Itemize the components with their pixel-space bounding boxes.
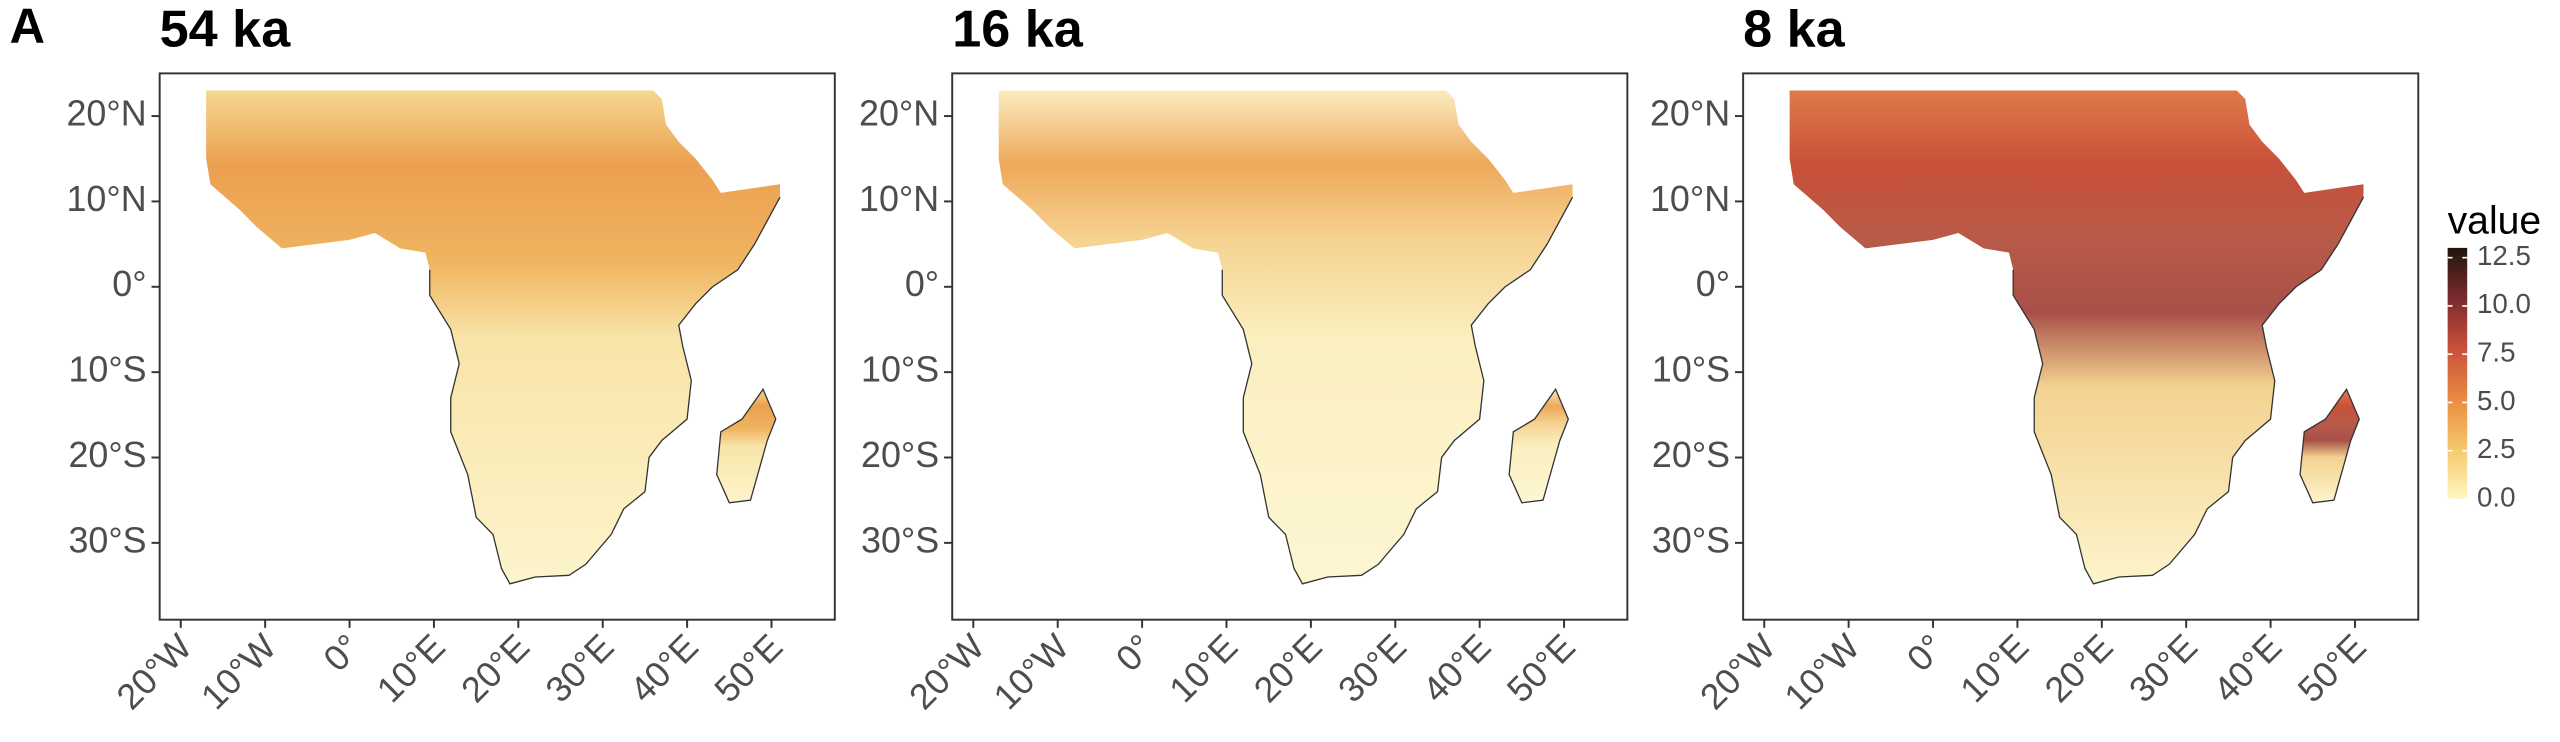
y-tick-label: 20°S (68, 435, 146, 475)
y-tick-label: 20°N (66, 94, 146, 134)
panel-title: 8 ka (1743, 0, 1846, 58)
region-outline (1221, 196, 1574, 585)
y-tick-label: 20°S (1652, 435, 1730, 475)
y-tick-label: 0° (1696, 264, 1730, 304)
y-tick-label: 20°S (861, 435, 939, 475)
x-tick-label: 20°W (902, 626, 993, 717)
x-tick-label: 40°E (622, 627, 706, 711)
x-tick-label: 20°E (1246, 627, 1330, 711)
x-tick-label: 40°E (2206, 627, 2290, 711)
colorbar (2447, 247, 2468, 500)
x-tick-label: 0° (1108, 627, 1161, 680)
africa-map (1789, 90, 2364, 584)
madagascar (2299, 387, 2360, 504)
panel-frame (158, 72, 836, 621)
africa-map (206, 90, 781, 584)
legend-tick-label: 12.5 (2477, 240, 2531, 271)
legend-tick-label: 0.0 (2477, 481, 2516, 512)
region-outline (429, 196, 781, 585)
y-tick-label: 30°S (1652, 520, 1730, 560)
x-tick-label: 50°E (707, 627, 791, 711)
legend-title: value (2448, 200, 2542, 243)
x-tick-label: 10°W (1777, 626, 1868, 717)
x-tick-label: 30°E (2122, 627, 2206, 711)
y-tick-label: 30°S (861, 520, 939, 560)
x-tick-label: 30°E (538, 627, 622, 711)
y-tick-label: 10°N (1650, 179, 1730, 219)
y-tick-label: 0° (905, 264, 939, 304)
legend-tick-label: 2.5 (2477, 433, 2516, 464)
panel-title: 54 ka (160, 0, 292, 58)
panel-frame (951, 72, 1629, 621)
y-tick-label: 30°S (68, 520, 146, 560)
madagascar (1508, 387, 1570, 504)
region-outline (2012, 196, 2365, 585)
y-tick-label: 10°N (859, 179, 939, 219)
x-tick-label: 10°E (1953, 627, 2037, 711)
y-tick-label: 10°S (68, 350, 146, 390)
x-tick-label: 20°E (454, 627, 538, 711)
y-tick-label: 10°S (861, 350, 939, 390)
x-tick-label: 10°W (986, 626, 1077, 717)
y-tick-label: 20°N (859, 94, 939, 134)
x-tick-label: 0° (316, 627, 369, 680)
panel-frame (1742, 72, 2420, 621)
x-tick-label: 10°E (1162, 627, 1246, 711)
x-tick-label: 30°E (1331, 627, 1415, 711)
x-tick-label: 20°E (2037, 627, 2121, 711)
y-tick-label: 10°S (1652, 350, 1730, 390)
x-tick-label: 20°W (109, 626, 200, 717)
africa-map (998, 90, 1573, 584)
y-tick-label: 0° (112, 264, 146, 304)
panel-title: 16 ka (952, 0, 1084, 58)
x-tick-label: 10°W (193, 626, 284, 717)
legend-tick-label: 10.0 (2477, 288, 2531, 319)
legend-tick-label: 5.0 (2477, 385, 2516, 416)
x-tick-label: 20°W (1693, 626, 1784, 717)
y-tick-label: 10°N (66, 179, 146, 219)
madagascar (716, 387, 777, 504)
figure-label: A (10, 0, 45, 53)
x-tick-label: 0° (1899, 627, 1952, 680)
legend-tick-label: 7.5 (2477, 337, 2516, 368)
x-tick-label: 50°E (2290, 627, 2374, 711)
y-tick-label: 20°N (1650, 94, 1730, 134)
x-tick-label: 10°E (369, 627, 453, 711)
x-tick-label: 50°E (1499, 627, 1583, 711)
x-tick-label: 40°E (1415, 627, 1499, 711)
